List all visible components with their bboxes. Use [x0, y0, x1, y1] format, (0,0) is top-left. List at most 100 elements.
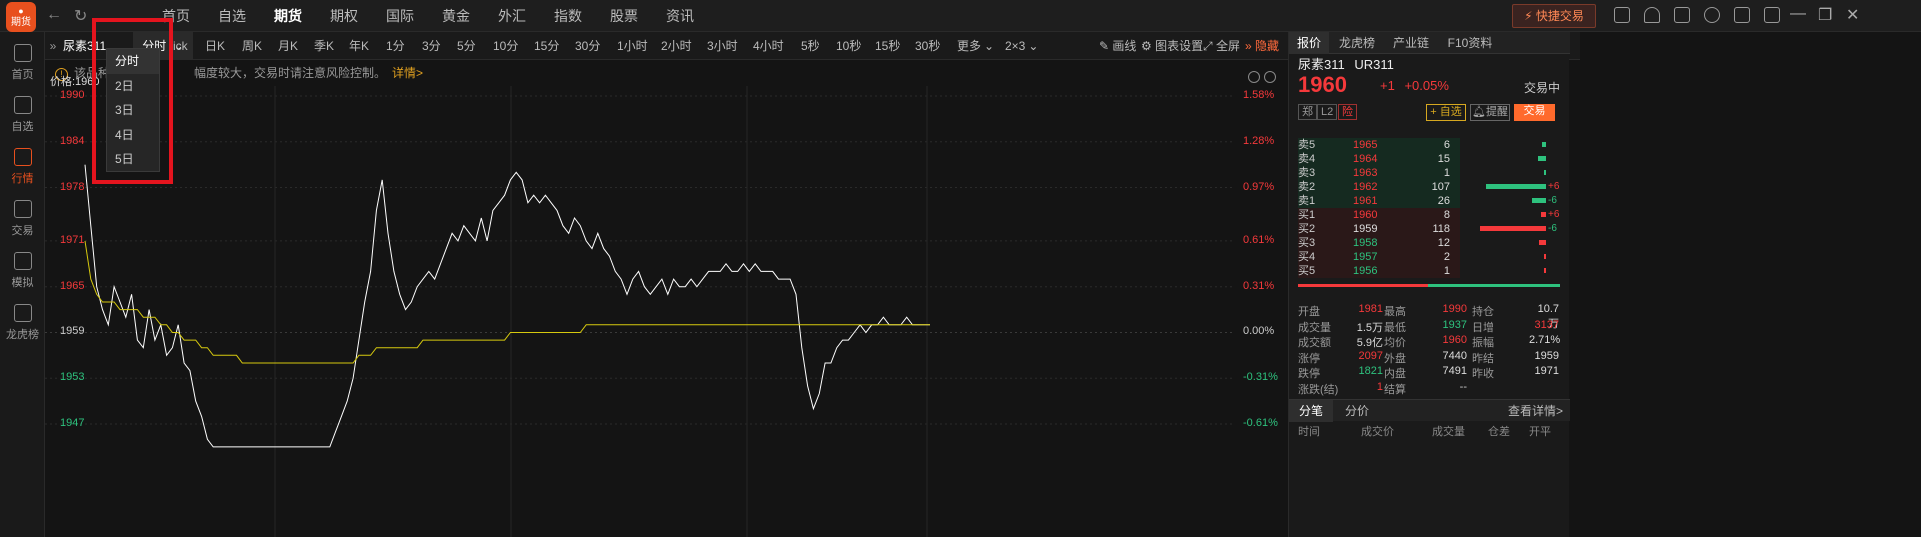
sidebar-item[interactable]: 交易 — [0, 200, 45, 238]
quote-tab[interactable]: 产业链 — [1392, 36, 1429, 50]
order-book-row: 买5 1956 1 — [1298, 264, 1560, 278]
double-chevron-icon: » — [1245, 39, 1252, 53]
mail-icon[interactable] — [1674, 7, 1690, 23]
quote-tab[interactable]: 报价 — [1289, 32, 1329, 54]
expand-left-icon[interactable]: » — [49, 39, 57, 53]
draw-line-button[interactable]: ✎ 画线 — [1099, 32, 1136, 60]
pct-tick-label: -0.61% — [1243, 417, 1278, 429]
period-option[interactable]: 日K — [205, 32, 225, 60]
period-tick[interactable]: ick — [173, 39, 188, 53]
period-option[interactable]: 5秒 — [801, 32, 820, 60]
stat-label: 成交量 — [1298, 321, 1331, 334]
period-option[interactable]: 2小时 — [661, 32, 692, 60]
order-book-row: 卖3 1963 1 — [1298, 166, 1560, 180]
tab-price-volume[interactable]: 分价 — [1344, 404, 1369, 418]
fullscreen-button[interactable]: ⤢ 全屏 — [1203, 32, 1240, 60]
bid-ratio-bar — [1298, 284, 1428, 287]
quote-tab[interactable]: F10资料 — [1447, 36, 1493, 50]
nav-item[interactable]: 首页 — [162, 8, 190, 24]
period-option-label: 30分 — [575, 39, 601, 53]
period-option[interactable]: 更多 ⌄ — [957, 32, 994, 60]
period-option[interactable]: 10分 — [493, 32, 518, 60]
restore-icon[interactable]: ❐ — [1818, 7, 1833, 24]
shirt-icon[interactable] — [1734, 7, 1750, 23]
period-option[interactable]: 季K — [314, 32, 334, 60]
period-option[interactable]: 15分 — [534, 32, 559, 60]
zoom-out-icon[interactable] — [1248, 71, 1260, 83]
dropdown-option[interactable]: 4日 — [115, 127, 134, 142]
nav-item[interactable]: 自选 — [218, 8, 246, 24]
window-layout-icon[interactable] — [1614, 7, 1630, 23]
trade-button[interactable]: 交易 — [1514, 104, 1555, 121]
sidebar-item[interactable]: 模拟 — [0, 252, 45, 290]
period-option[interactable]: 4小时 — [753, 32, 784, 60]
period-option-label: 3小时 — [707, 39, 738, 53]
nav-item[interactable]: 指数 — [554, 8, 582, 24]
level-volume: 1 — [1443, 167, 1450, 179]
period-option[interactable]: 1小时 — [617, 32, 648, 60]
back-arrow-icon[interactable]: ← — [46, 6, 62, 23]
nav-item[interactable]: 期权 — [330, 8, 358, 24]
period-option[interactable]: 1分 — [386, 32, 405, 60]
level-label: 卖2 — [1298, 181, 1316, 193]
period-option[interactable]: 30分 — [575, 32, 600, 60]
dropdown-option[interactable]: 分时 — [107, 49, 159, 74]
sidebar-item[interactable]: 行情 — [0, 148, 45, 186]
pct-tick-label: 1.58% — [1243, 89, 1275, 101]
user-icon[interactable] — [1704, 7, 1720, 23]
bell-icon[interactable] — [1644, 7, 1660, 23]
nav-item[interactable]: 国际 — [386, 8, 414, 24]
notice-more-link[interactable]: 详情> — [392, 66, 424, 80]
tab-ticks[interactable]: 分笔 — [1289, 400, 1333, 422]
sidebar-item[interactable]: 自选 — [0, 96, 45, 134]
period-option[interactable]: 3小时 — [707, 32, 738, 60]
period-option[interactable]: 周K — [242, 32, 262, 60]
y-tick-label: 1947 — [60, 417, 85, 429]
sidebar-item[interactable]: 首页 — [0, 44, 45, 82]
menu-icon[interactable] — [1764, 7, 1780, 23]
period-option[interactable]: 30秒 — [915, 32, 940, 60]
period-option[interactable]: 月K — [278, 32, 298, 60]
period-option-label: 日K — [205, 39, 226, 53]
alert-button[interactable]: 🔔︎提醒 — [1470, 104, 1510, 121]
symbol-label[interactable]: 尿素311 — [63, 39, 107, 53]
nav-item[interactable]: 资讯 — [666, 8, 694, 24]
nav-item[interactable]: 股票 — [610, 8, 638, 24]
period-option[interactable]: 3分 — [422, 32, 441, 60]
quick-trade-button[interactable]: ⚡ 快捷交易 — [1512, 4, 1596, 28]
period-option-label: 更多 — [957, 39, 982, 53]
dropdown-option[interactable]: 3日 — [115, 103, 134, 117]
period-option[interactable]: 5分 — [457, 32, 476, 60]
exchange-tag: 郑 — [1298, 104, 1317, 120]
view-details-link[interactable]: 查看详情> — [1508, 404, 1564, 418]
intraday-chart[interactable] — [45, 86, 1580, 537]
period-option[interactable]: 15秒 — [875, 32, 900, 60]
close-icon[interactable]: ✕ — [1846, 7, 1860, 24]
zoom-in-icon[interactable] — [1264, 71, 1276, 83]
order-book-row: 买4 1957 2 — [1298, 250, 1560, 264]
dropdown-option[interactable]: 2日 — [115, 78, 134, 93]
sidebar-item[interactable]: 龙虎榜 — [0, 304, 45, 342]
period-option[interactable]: 10秒 — [836, 32, 861, 60]
gear-icon: ⚙ — [1141, 39, 1152, 53]
order-book-row: 买1 1960 8 +6 — [1298, 208, 1560, 222]
period-option[interactable]: 年K — [349, 32, 369, 60]
period-option[interactable]: 2×3 ⌄ — [1005, 32, 1038, 60]
dropdown-option[interactable]: 5日 — [115, 152, 134, 166]
minimize-icon[interactable]: — — [1790, 5, 1806, 22]
change-percent: +0.05% — [1404, 78, 1449, 93]
col-price: 成交价 — [1361, 426, 1394, 438]
app-logo[interactable]: ● 期货 — [6, 2, 36, 32]
watchlist-icon — [13, 96, 32, 114]
nav-item[interactable]: 黄金 — [442, 8, 470, 24]
col-oi-change: 仓差 — [1488, 426, 1510, 438]
y-tick-label: 1959 — [60, 325, 85, 338]
refresh-icon[interactable]: ↻ — [74, 8, 88, 25]
nav-item[interactable]: 期货 — [274, 8, 302, 24]
symbol-name: 尿素311 — [1298, 57, 1345, 72]
nav-item[interactable]: 外汇 — [498, 8, 526, 24]
quote-tab[interactable]: 龙虎榜 — [1338, 36, 1375, 50]
chart-settings-button[interactable]: ⚙ 图表设置 — [1141, 32, 1203, 60]
add-watchlist-button[interactable]: + 自选 — [1426, 104, 1466, 121]
hide-panel-button[interactable]: » 隐藏 — [1245, 32, 1279, 60]
